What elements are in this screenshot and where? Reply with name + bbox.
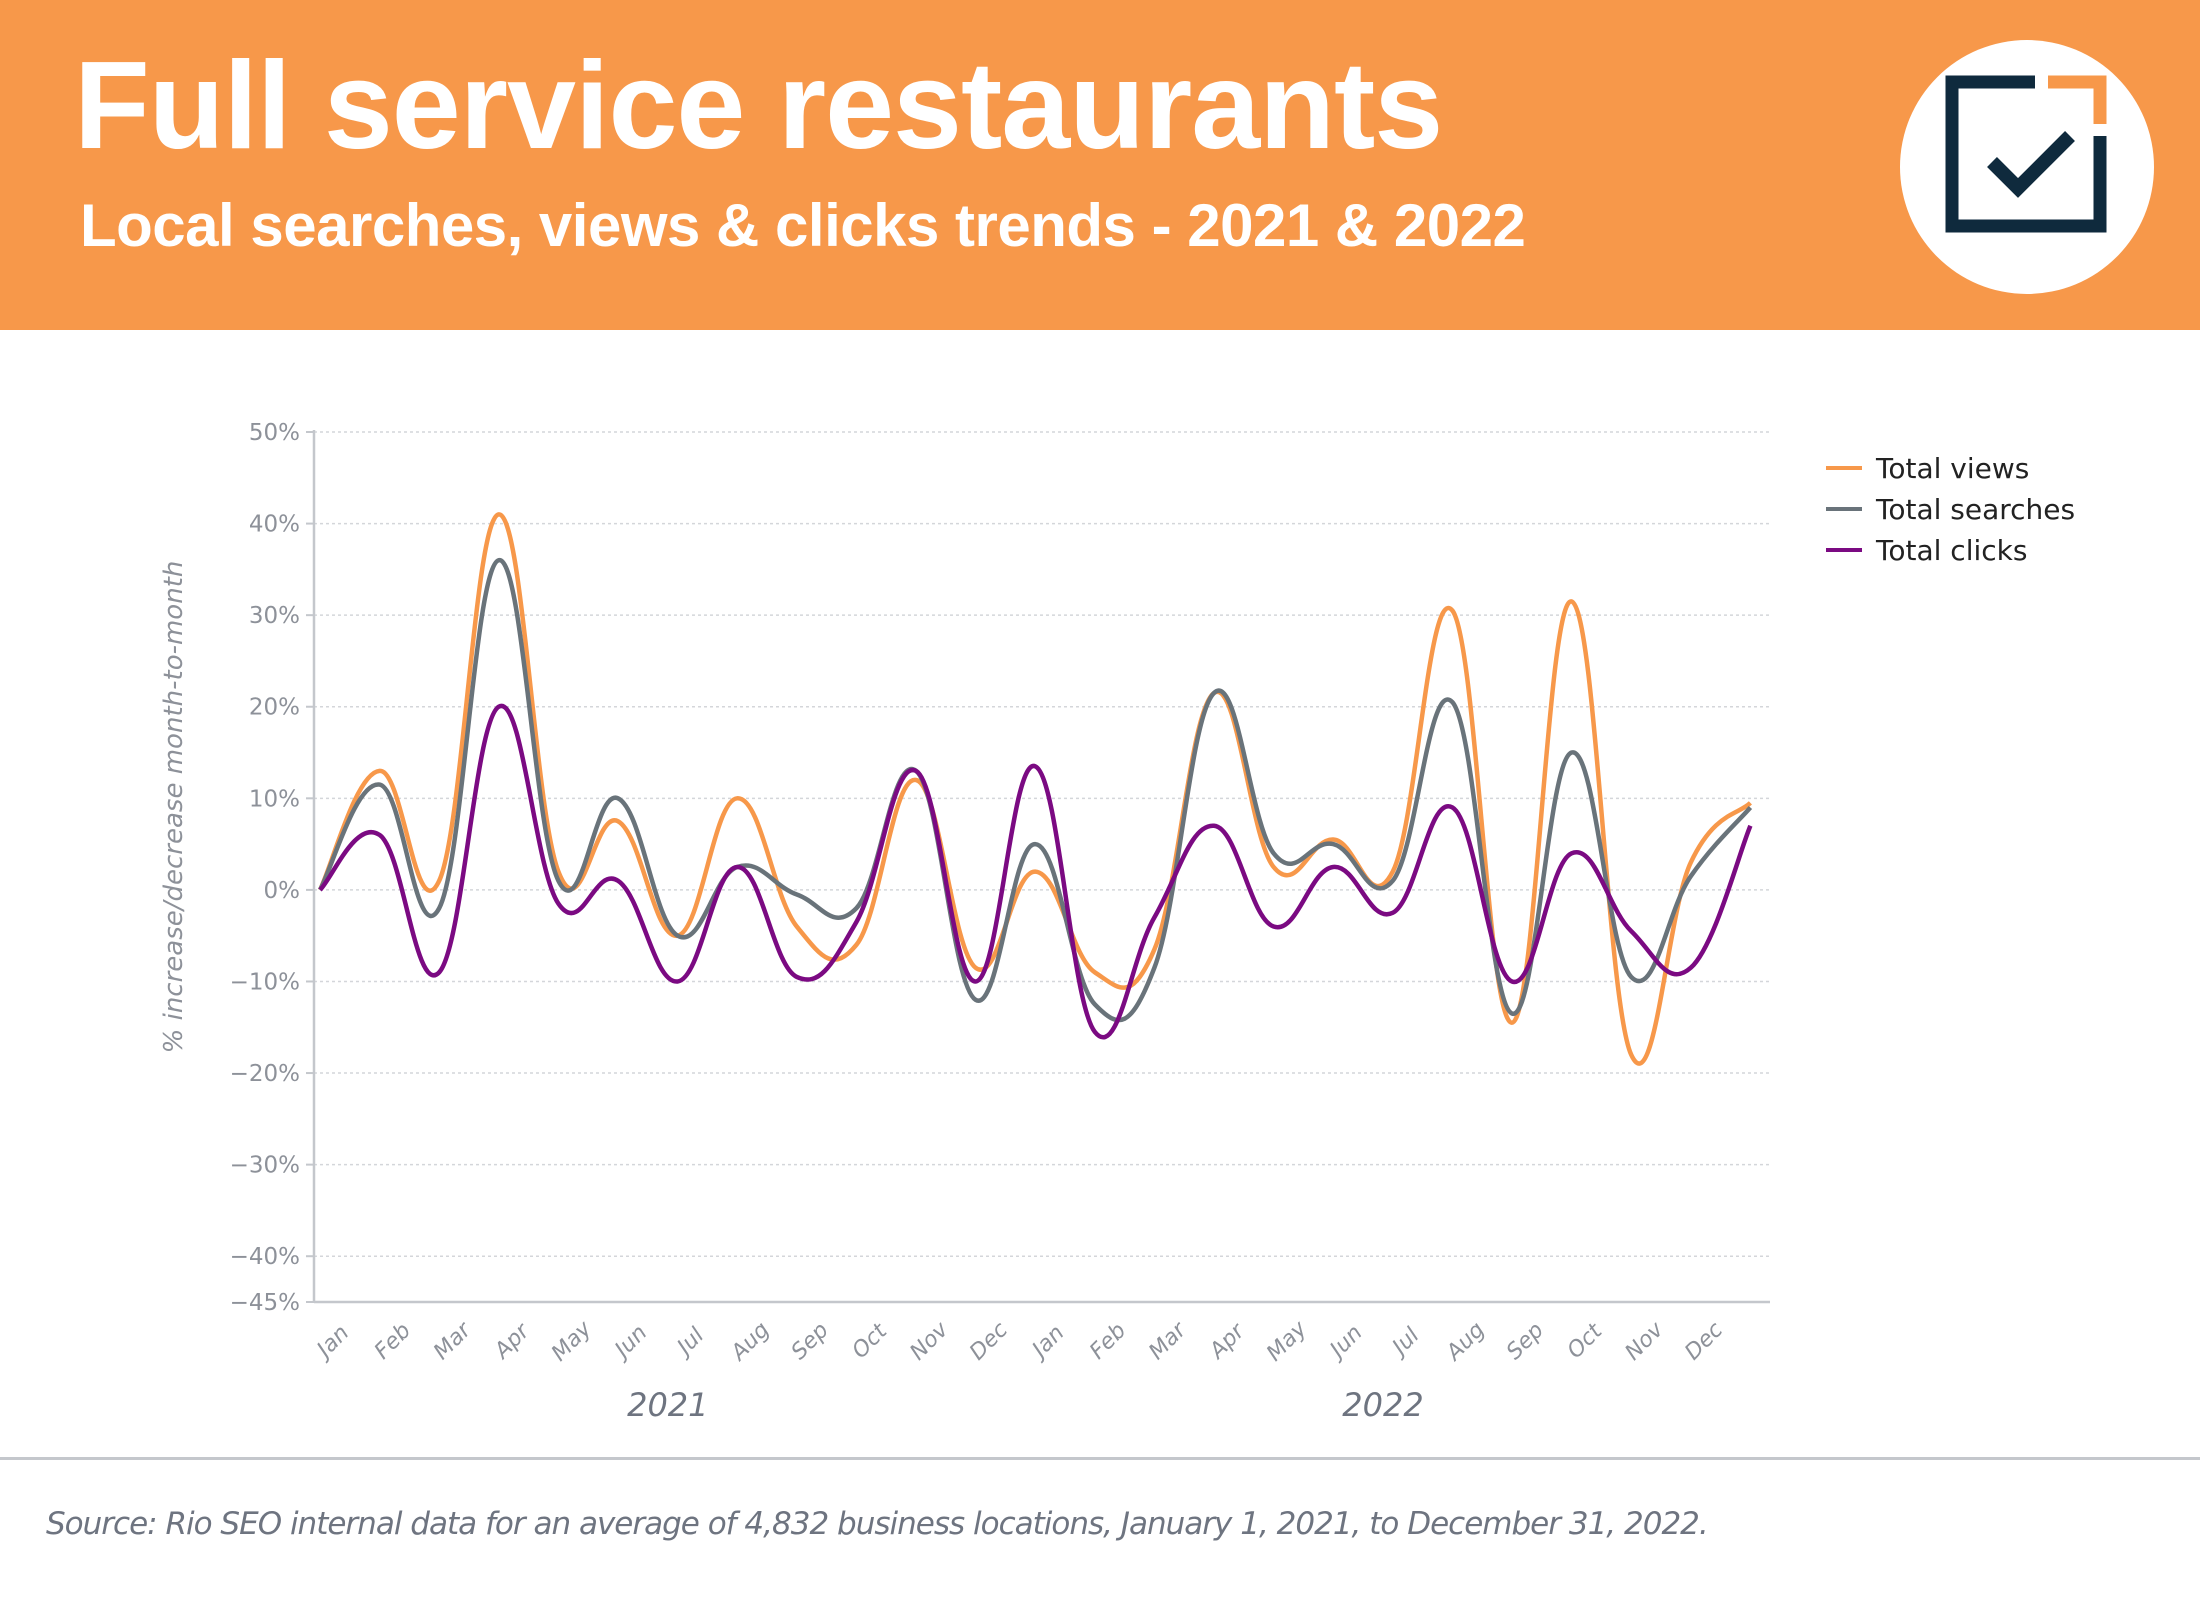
y-tick-label: −40% — [230, 1244, 300, 1270]
x-tick-label: Jun — [608, 1320, 653, 1365]
page-title: Full service restaurants — [74, 37, 1443, 175]
x-tick-label: May — [1262, 1316, 1313, 1367]
checkbox-check-icon — [1945, 75, 2107, 233]
x-tick-label: Mar — [1144, 1317, 1192, 1365]
x-tick-label: Jul — [1385, 1323, 1424, 1362]
x-tick-label: Feb — [370, 1318, 416, 1364]
series-line-total-searches — [318, 557, 1753, 1023]
orange-corner-accent — [2048, 75, 2107, 124]
legend: Total views Total searches Total clicks — [1826, 452, 2075, 567]
footer-divider — [0, 1457, 2200, 1460]
x-tick-label: Oct — [848, 1318, 894, 1364]
y-axis-ticks: 50% 40% 30% 20% 10% 0% −10% −20% −30% −40% −45% — [230, 420, 314, 1316]
x-tick-label: Apr — [488, 1318, 535, 1365]
y-tick-label: 40% — [249, 512, 300, 538]
x-tick-label: May — [547, 1316, 598, 1367]
x-tick-label: Aug — [1440, 1317, 1489, 1366]
x-tick-label: Feb — [1085, 1318, 1131, 1364]
y-tick-label: 30% — [249, 603, 300, 629]
x-tick-label: Dec — [965, 1318, 1013, 1366]
y-tick-label: 20% — [249, 695, 300, 721]
legend-label: Total searches — [1875, 493, 2075, 526]
header-band: Full service restaurants Local searches,… — [0, 0, 2200, 330]
legend-label: Total views — [1875, 452, 2029, 485]
x-axis-month-labels: Jan Feb Mar Apr May Jun Jul Aug Sep Oct Nov Dec Jan F… — [310, 1316, 1728, 1367]
y-tick-label: −20% — [230, 1061, 300, 1087]
x-tick-label: Aug — [725, 1317, 774, 1366]
source-note: Source: Rio SEO internal data for an ave… — [46, 1506, 1709, 1542]
x-tick-label: Nov — [905, 1317, 954, 1366]
y-tick-label: −45% — [230, 1290, 300, 1316]
y-axis-title: % increase/decrease month-to-month — [159, 561, 189, 1054]
y-tick-label: 50% — [249, 420, 300, 446]
year-label: 2022 — [1342, 1386, 1423, 1424]
x-axis-year-labels: 2021 2022 — [627, 1386, 1424, 1424]
x-tick-label: Nov — [1621, 1317, 1670, 1366]
series-lines — [317, 512, 1753, 1066]
y-tick-label: −10% — [230, 969, 300, 995]
x-tick-label: Dec — [1680, 1318, 1728, 1366]
legend-label: Total clicks — [1875, 534, 2027, 567]
x-tick-label: Sep — [787, 1318, 834, 1365]
line-chart: 50% 40% 30% 20% 10% 0% −10% −20% −30% −40% −45% % … — [159, 420, 2075, 1424]
x-tick-label: Jul — [670, 1323, 709, 1362]
x-tick-label: Jan — [1025, 1321, 1069, 1365]
logo — [1900, 40, 2154, 294]
x-tick-label: Mar — [429, 1317, 477, 1365]
grid-lines — [314, 431, 1770, 1257]
y-tick-label: 10% — [249, 786, 300, 812]
y-tick-label: 0% — [264, 878, 301, 904]
x-tick-label: Apr — [1204, 1318, 1251, 1365]
page-subtitle: Local searches, views & clicks trends - … — [80, 192, 1526, 259]
x-tick-label: Jan — [310, 1321, 354, 1365]
check-mark — [1987, 131, 2075, 198]
x-tick-label: Jun — [1323, 1320, 1368, 1365]
x-tick-label: Sep — [1502, 1318, 1549, 1365]
x-tick-label: Oct — [1563, 1318, 1609, 1364]
series-total-clicks — [318, 704, 1753, 1040]
y-tick-label: −30% — [230, 1153, 300, 1179]
series-line-total-clicks — [318, 704, 1753, 1040]
year-label: 2021 — [627, 1386, 708, 1424]
